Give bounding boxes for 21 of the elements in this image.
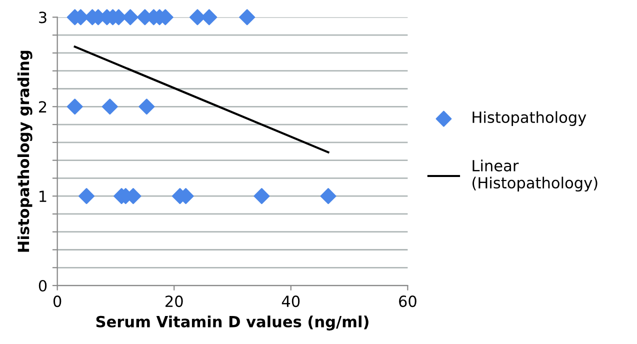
point <box>102 98 118 115</box>
x-tick-label: 0 <box>53 296 62 308</box>
y-tick-label: 3 <box>39 12 46 24</box>
point <box>239 9 256 26</box>
point <box>201 9 218 26</box>
x-axis-title: Serum Vitamin D values (ng/ml) <box>96 316 368 330</box>
y-tick-label: 0 <box>38 280 47 292</box>
x-tick-label: 40 <box>282 296 300 308</box>
point <box>78 188 95 204</box>
point <box>66 98 83 115</box>
point <box>254 188 270 204</box>
x-tick-label: 60 <box>399 296 416 308</box>
point <box>138 98 155 115</box>
point <box>189 9 206 26</box>
point <box>320 188 336 204</box>
x-tick-label: 20 <box>166 296 183 308</box>
y-tick-label: 1 <box>40 190 46 202</box>
legend-label: Histopathology <box>472 111 586 126</box>
legend-label: Linear (Histopathology) <box>472 160 598 192</box>
y-axis-title: Histopathology grading <box>17 50 32 252</box>
y-tick-label: 2 <box>39 101 46 112</box>
